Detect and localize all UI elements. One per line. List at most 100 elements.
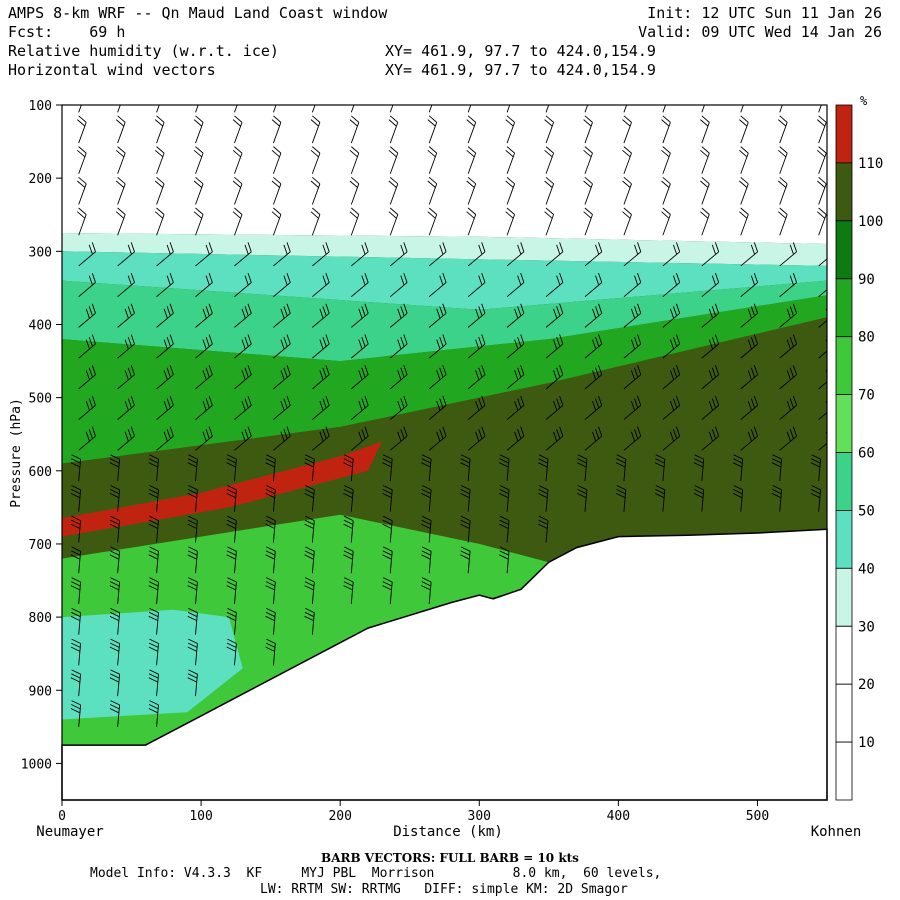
wind-barb-282	[700, 176, 710, 205]
wind-barb-112	[273, 395, 291, 420]
wind-barb-321	[818, 105, 822, 113]
wind-barb-94	[234, 426, 252, 451]
wind-barb-262	[623, 426, 642, 451]
colorbar-label-50: 50	[858, 503, 875, 519]
wind-barb-251	[623, 105, 628, 113]
wind-barb-211	[506, 242, 525, 267]
y-tick-label-300: 300	[29, 245, 52, 260]
wind-barb-239	[583, 146, 593, 174]
wind-barb-117	[265, 546, 276, 574]
wind-barb-63	[195, 105, 199, 113]
wind-barb-26	[117, 242, 135, 267]
colorbar-unit: %	[860, 94, 868, 108]
wind-barb-324	[817, 176, 827, 205]
wind-barb-316	[779, 365, 798, 390]
y-tick-label-600: 600	[29, 465, 52, 480]
wind-barb-129	[312, 334, 330, 359]
wind-barb-111	[273, 365, 291, 390]
field-2-label: Horizontal wind vectors	[8, 61, 216, 79]
wind-barb-270	[662, 242, 681, 267]
wind-barb-167	[389, 426, 408, 451]
wind-barb-133	[304, 454, 315, 482]
wind-barb-116	[265, 515, 276, 543]
wind-barb-241	[583, 207, 593, 236]
wind-barb-189	[421, 577, 432, 604]
wind-barb-221	[499, 546, 510, 574]
wind-barb-104	[271, 146, 282, 174]
wind-barb-38	[109, 607, 121, 635]
wind-barb-245	[584, 334, 603, 359]
wind-barb-159	[388, 176, 399, 205]
wind-barb-216	[506, 395, 525, 420]
wind-barb-34	[109, 485, 121, 512]
wind-barb-110	[273, 334, 291, 359]
x-axis: 0 100 200 300 400 500	[58, 800, 769, 824]
wind-barb-52	[156, 395, 174, 420]
wind-barb-127	[312, 272, 330, 298]
plot-frame	[61, 104, 828, 801]
wind-barb-276	[662, 426, 681, 451]
rh-layer-8	[62, 609, 243, 720]
wind-barb-283	[700, 207, 710, 236]
wind-barb-222	[545, 105, 550, 113]
wind-barb-215	[506, 365, 525, 390]
wind-barb-10	[78, 395, 96, 420]
wind-barb-37	[109, 577, 121, 604]
wind-barb-20	[70, 700, 82, 727]
wind-barb-79	[187, 577, 198, 604]
y-tick-label-700: 700	[29, 538, 52, 553]
wind-barb-225	[544, 176, 555, 205]
wind-barb-22	[115, 115, 126, 144]
wind-barb-123	[310, 146, 321, 174]
wind-barb-62	[148, 700, 159, 727]
xy-range-2: XY= 461.9, 97.7 to 424.0,154.9	[385, 61, 656, 79]
colorbar-label-40: 40	[858, 561, 875, 577]
wind-barb-73	[195, 395, 213, 420]
x-tick-label-300: 300	[468, 809, 491, 824]
wind-barb-217	[506, 426, 525, 451]
colorbar-segment-2	[835, 220, 853, 280]
x-tick-label-500: 500	[746, 809, 769, 824]
colorbar-label-110: 110	[858, 156, 883, 172]
wind-barb-90	[234, 303, 252, 328]
wind-barb-196	[467, 272, 486, 298]
colorbar-label-20: 20	[858, 677, 875, 693]
wind-barb-106	[271, 207, 282, 236]
wind-barb-268	[661, 176, 671, 205]
wind-barb-128	[312, 303, 330, 328]
wind-barb-308	[778, 115, 788, 144]
model-info-line-1: Model Info: V4.3.3 KF MYJ PBL Morrison 8…	[90, 866, 662, 881]
wind-barb-82	[187, 669, 198, 697]
wind-barb-74	[195, 426, 213, 451]
wind-barb-269	[661, 207, 671, 236]
valid-time: Valid: 09 UTC Wed 14 Jan 26	[638, 23, 882, 41]
wind-barb-56	[148, 515, 159, 543]
wind-barb-55	[148, 485, 159, 512]
wind-barb-229	[545, 303, 564, 328]
wind-barb-255	[622, 207, 632, 236]
model-info-line-2: LW: RRTM SW: RRTMG DIFF: simple KM: 2D S…	[260, 882, 628, 897]
wind-barb-265	[662, 105, 667, 113]
wind-barb-293	[740, 105, 744, 113]
wind-barb-284	[701, 242, 720, 267]
wind-barb-261	[623, 395, 642, 420]
wind-barb-200	[467, 395, 486, 420]
wind-barb-107	[273, 242, 291, 267]
wind-barb-76	[187, 485, 198, 512]
colorbar-segment-10	[835, 683, 853, 743]
rh-layer-4	[62, 295, 827, 464]
wind-barb-172	[382, 577, 393, 604]
wind-barb-83	[234, 105, 238, 113]
wind-barb-204	[460, 515, 471, 543]
field-1-label: Relative humidity (w.r.t. ice)	[8, 42, 279, 60]
wind-barb-213	[506, 303, 525, 328]
wind-barb-257	[623, 272, 642, 298]
wind-barb-75	[187, 454, 198, 482]
wind-barb-224	[544, 146, 555, 174]
colorbar: 10 20 30 40 50 60 70 80 90 100 110%	[835, 94, 883, 801]
wind-barb-271	[662, 272, 681, 298]
rh-layer-3	[62, 280, 827, 362]
wind-barb-119	[265, 607, 276, 635]
wind-barb-164	[389, 334, 408, 359]
y-tick-label-800: 800	[29, 611, 52, 626]
